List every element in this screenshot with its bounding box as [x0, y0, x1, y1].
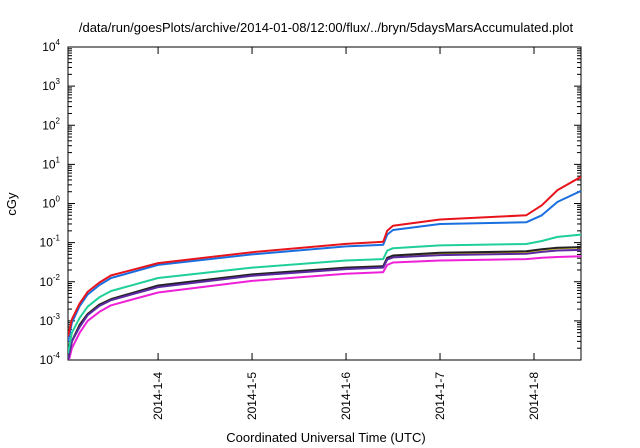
y-tick-label: 104: [42, 38, 60, 54]
y-tick-base: 10: [42, 118, 56, 132]
y-tick-label: 102: [42, 116, 60, 132]
series-line-4: [68, 246, 581, 360]
x-tick-label: 2014-1-5: [245, 372, 259, 420]
y-tick-label: 10-4: [40, 351, 61, 367]
x-tick-label: 2014-1-7: [433, 372, 447, 420]
x-tick-label: 2014-1-6: [339, 372, 353, 420]
series-line-6: [68, 255, 581, 360]
series-line-0: [68, 175, 581, 337]
x-axis-label: Coordinated Universal Time (UTC): [226, 430, 425, 445]
y-tick-label: 10-2: [40, 273, 61, 289]
series-line-2: [68, 233, 581, 354]
y-tick-exponent: 2: [56, 116, 61, 125]
x-tick-label: 2014-1-8: [527, 372, 541, 420]
y-tick-label: 10-3: [40, 312, 61, 328]
series-line-5: [68, 248, 581, 360]
y-tick-base: 10: [40, 275, 54, 289]
chart-title: /data/run/goesPlots/archive/2014-01-08/1…: [79, 20, 574, 35]
y-tick-base: 10: [42, 197, 56, 211]
plot-frame: [67, 46, 582, 361]
y-tick-exponent: 3: [56, 77, 61, 86]
y-tick-exponent: -1: [53, 234, 61, 243]
y-tick-exponent: 0: [56, 195, 61, 204]
y-tick-label: 100: [42, 195, 60, 211]
y-tick-base: 10: [42, 40, 56, 54]
series-layer: [68, 175, 581, 360]
y-tick-label: 10-1: [40, 234, 61, 250]
x-tick-label: 2014-1-4: [151, 372, 165, 420]
y-tick-base: 10: [40, 236, 54, 250]
y-tick-base: 10: [42, 79, 56, 93]
series-line-1: [68, 189, 581, 342]
y-tick-base: 10: [40, 314, 54, 328]
y-tick-exponent: -2: [53, 273, 61, 282]
y-tick-base: 10: [40, 353, 54, 367]
y-tick-exponent: -3: [53, 312, 61, 321]
y-tick-exponent: 4: [56, 38, 61, 47]
y-tick-exponent: -4: [53, 351, 61, 360]
y-tick-label: 103: [42, 77, 60, 93]
y-tick-base: 10: [42, 157, 56, 171]
series-line-3: [68, 246, 581, 360]
y-tick-exponent: 1: [56, 155, 61, 164]
x-axis: 2014-1-4 2014-1-5 2014-1-6 2014-1-7 2014-1-8: [151, 47, 541, 420]
y-axis-label: cGy: [4, 192, 19, 216]
y-tick-label: 101: [42, 155, 60, 171]
